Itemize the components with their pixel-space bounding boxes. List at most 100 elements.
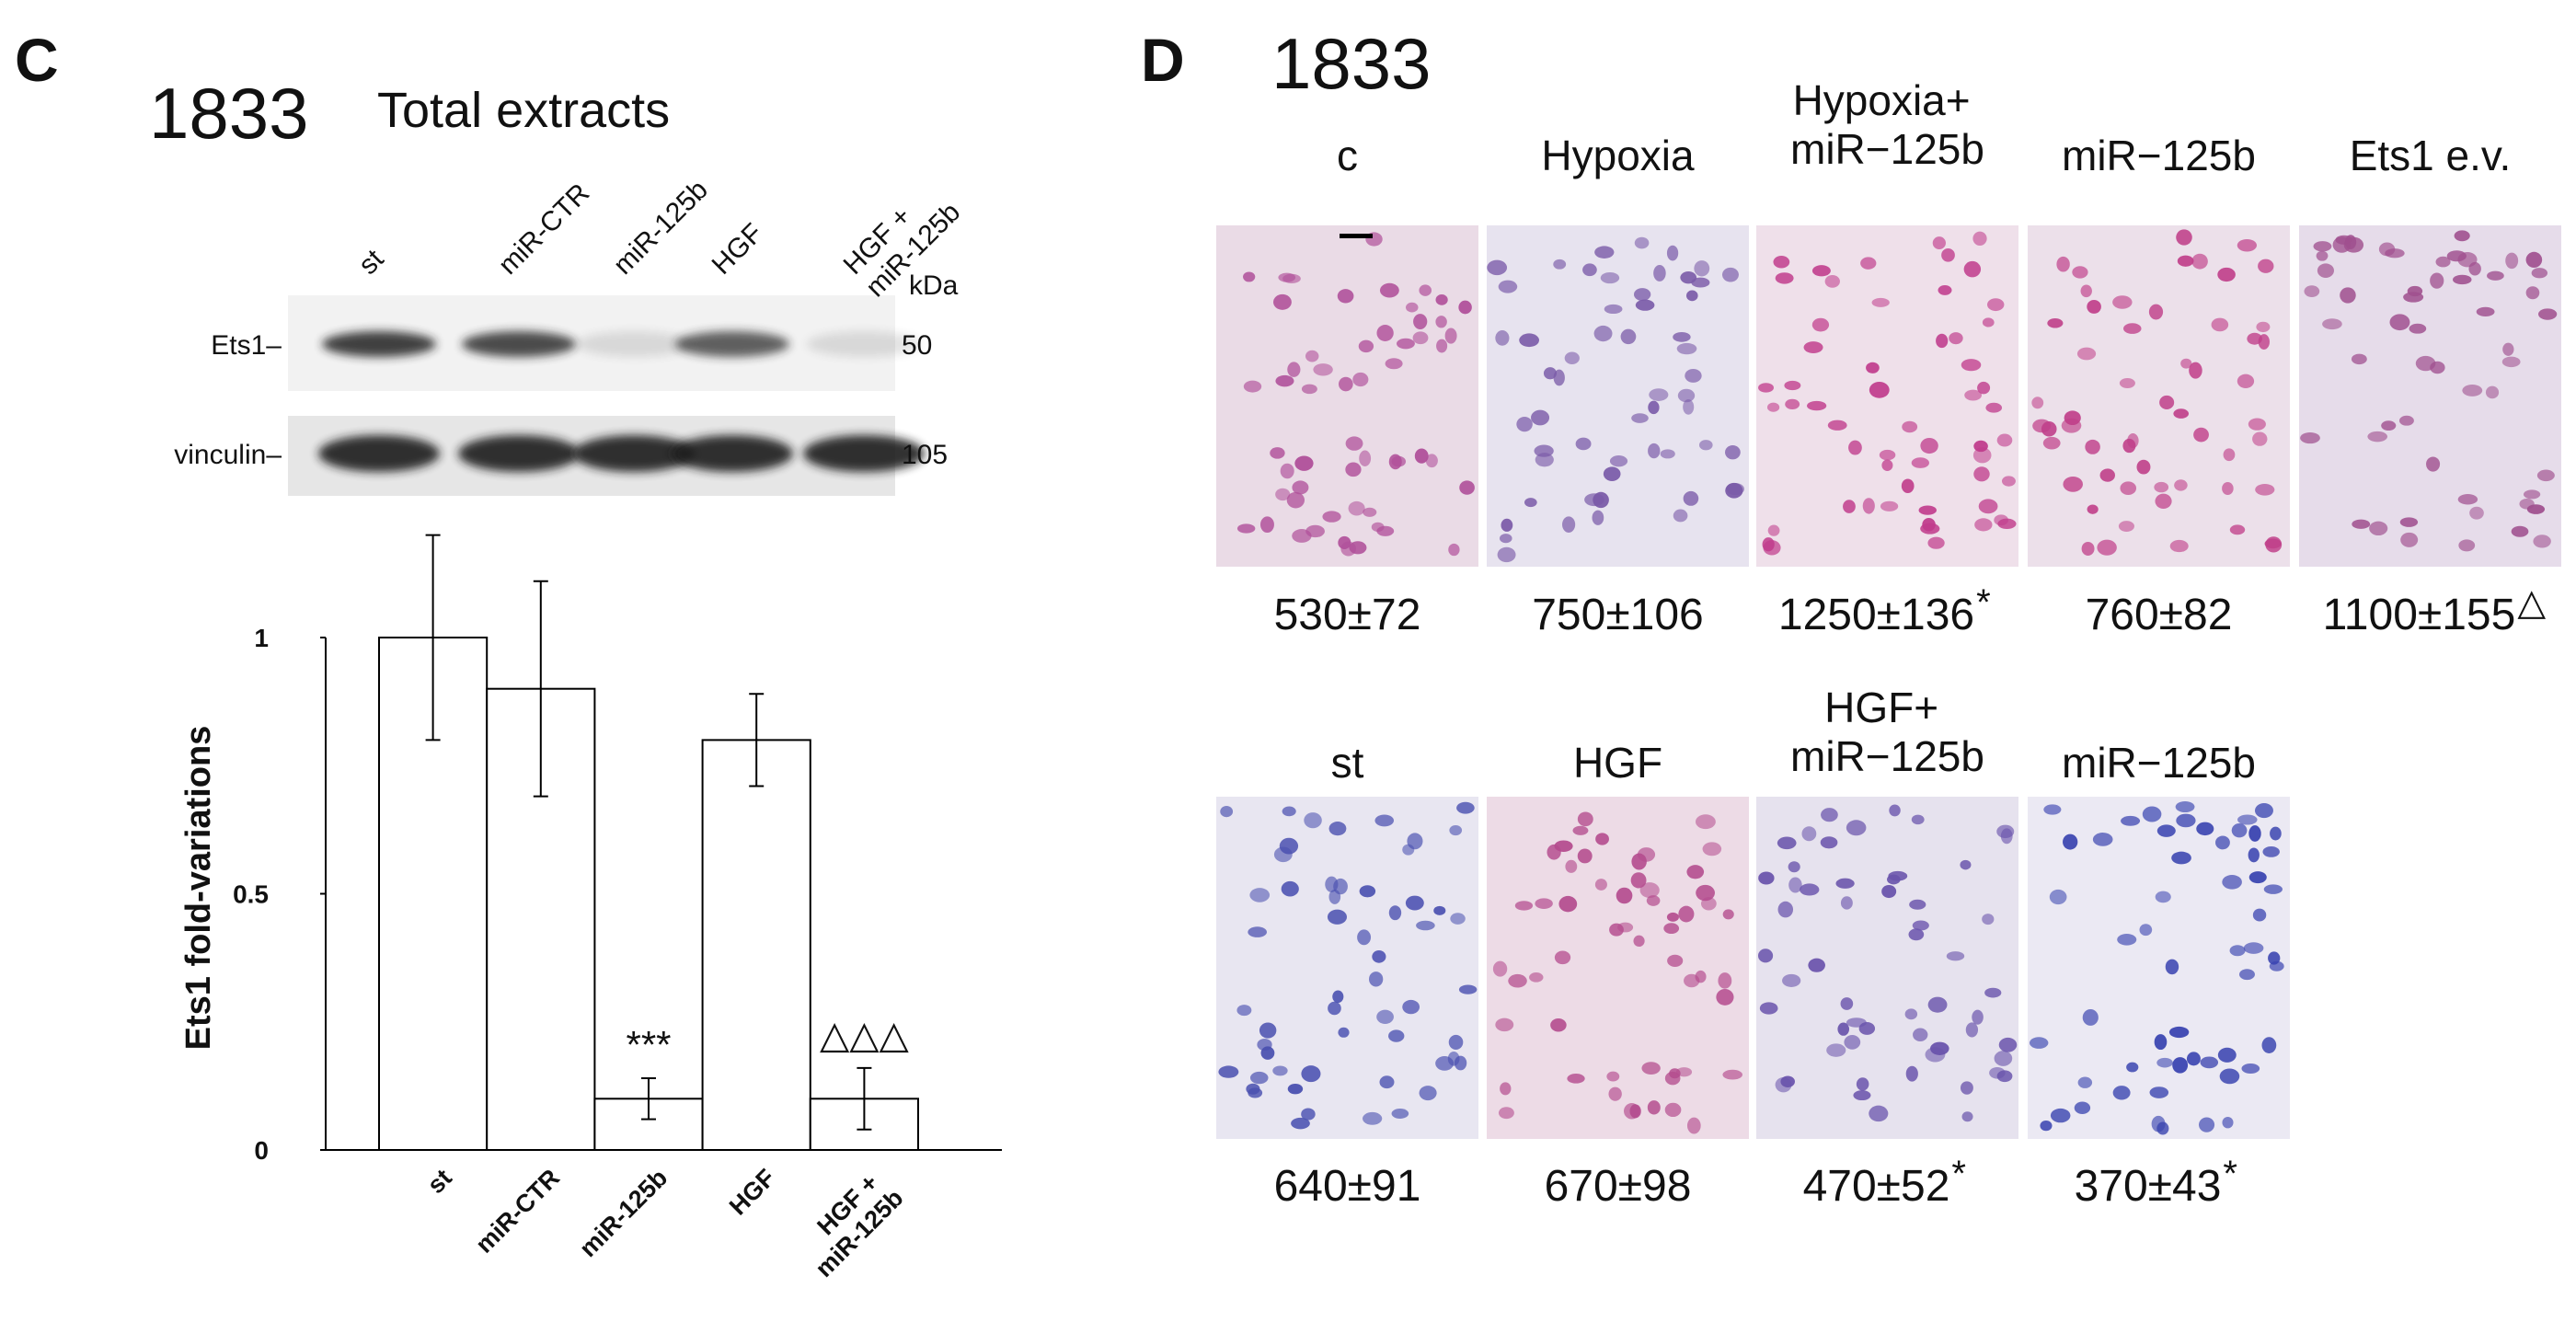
cell bbox=[1275, 374, 1294, 387]
count-mark: * bbox=[1976, 582, 1991, 623]
cell bbox=[2085, 439, 2100, 454]
cell bbox=[2399, 517, 2419, 527]
cell bbox=[2313, 241, 2332, 252]
cell bbox=[1218, 1065, 1239, 1078]
cell bbox=[2526, 504, 2546, 514]
y-axis-label: Ets1 fold-variations bbox=[179, 726, 218, 1051]
cell bbox=[1866, 362, 1880, 374]
cell bbox=[2264, 538, 2282, 549]
cell bbox=[1811, 265, 1831, 277]
cell bbox=[1435, 316, 1447, 328]
cell bbox=[2118, 521, 2134, 532]
cell bbox=[2457, 494, 2478, 505]
cell bbox=[1301, 1065, 1321, 1083]
panel-letter: D bbox=[1141, 26, 1185, 94]
cell bbox=[1702, 842, 1722, 856]
cell bbox=[1600, 271, 1620, 284]
cell bbox=[1448, 1034, 1464, 1050]
cell bbox=[1673, 509, 1688, 523]
cell bbox=[2186, 1052, 2201, 1066]
cell bbox=[1620, 328, 1637, 345]
cell bbox=[1257, 1039, 1272, 1051]
cell bbox=[1871, 297, 1890, 307]
y-tick-label: 0 bbox=[254, 1136, 269, 1165]
cell bbox=[1889, 804, 1901, 817]
cell bbox=[1449, 824, 1463, 836]
cell bbox=[1273, 293, 1292, 310]
cell bbox=[1922, 518, 1936, 532]
cell bbox=[1416, 920, 1435, 931]
cell bbox=[2400, 532, 2419, 547]
cell bbox=[1973, 466, 1990, 482]
cell bbox=[2063, 833, 2078, 850]
cell bbox=[1961, 1111, 1973, 1122]
y-tick-label: 1 bbox=[254, 624, 269, 652]
cell bbox=[1282, 806, 1296, 817]
blot-band bbox=[462, 331, 576, 357]
cell bbox=[1879, 449, 1896, 461]
x-tick-label: HGF + miR-125b bbox=[789, 1164, 908, 1282]
cell bbox=[1989, 1066, 2006, 1079]
micrograph bbox=[2028, 225, 2290, 567]
cell bbox=[1722, 909, 1734, 920]
blot-mw: 105 bbox=[902, 440, 948, 470]
cell bbox=[2087, 299, 2101, 314]
cell bbox=[2258, 334, 2270, 350]
cell bbox=[1666, 912, 1679, 922]
cell bbox=[1936, 333, 1949, 349]
cell bbox=[1609, 455, 1628, 467]
cell bbox=[1606, 1071, 1620, 1082]
blot-band bbox=[318, 435, 440, 472]
cell bbox=[1500, 1082, 1512, 1096]
cell bbox=[1259, 516, 1274, 534]
cell bbox=[1631, 413, 1649, 423]
cell bbox=[2149, 1086, 2169, 1098]
cell bbox=[2536, 469, 2555, 482]
cell bbox=[1357, 929, 1372, 946]
cell bbox=[2119, 378, 2135, 388]
cell bbox=[2156, 1057, 2173, 1068]
cell-count: 370±43 bbox=[2075, 1162, 2222, 1211]
cell bbox=[1695, 814, 1716, 830]
cell-count: 470±52 bbox=[1803, 1162, 1950, 1211]
cell bbox=[1516, 416, 1533, 432]
cell bbox=[1374, 814, 1395, 827]
cell bbox=[1639, 882, 1660, 899]
cell bbox=[1685, 290, 1698, 302]
cell bbox=[1376, 325, 1394, 341]
cell bbox=[1236, 1005, 1252, 1017]
cell bbox=[1328, 889, 1341, 904]
cell bbox=[1800, 883, 1820, 896]
cell bbox=[1972, 447, 1992, 464]
condition-label: Hypoxia bbox=[1541, 132, 1695, 179]
cell bbox=[1458, 300, 1472, 315]
cell bbox=[1856, 1077, 1869, 1091]
cell bbox=[2403, 292, 2424, 303]
cell bbox=[1558, 895, 1578, 913]
lane-label: st bbox=[353, 244, 390, 281]
cell bbox=[1236, 523, 1256, 534]
cell bbox=[1554, 950, 1571, 965]
cell bbox=[2525, 286, 2540, 300]
cell bbox=[1499, 534, 1512, 544]
cell bbox=[2080, 284, 2092, 298]
cell bbox=[2487, 270, 2504, 281]
cell bbox=[1909, 899, 1926, 910]
cell bbox=[1725, 444, 1741, 460]
cell bbox=[1974, 518, 1993, 532]
cell bbox=[1696, 884, 1715, 902]
micrograph bbox=[1216, 225, 1478, 567]
cell bbox=[2215, 835, 2230, 850]
cell bbox=[1352, 372, 1369, 387]
cell bbox=[1684, 973, 1700, 988]
cell bbox=[1275, 488, 1291, 501]
cell bbox=[2469, 506, 2484, 520]
cell bbox=[1287, 1084, 1304, 1095]
cell bbox=[1501, 518, 1513, 532]
cell bbox=[2156, 824, 2176, 837]
cell bbox=[1529, 972, 1544, 983]
cell bbox=[2458, 539, 2476, 552]
cell bbox=[1722, 1069, 1743, 1080]
cell bbox=[1998, 1037, 2018, 1052]
cell bbox=[1338, 1027, 1350, 1038]
